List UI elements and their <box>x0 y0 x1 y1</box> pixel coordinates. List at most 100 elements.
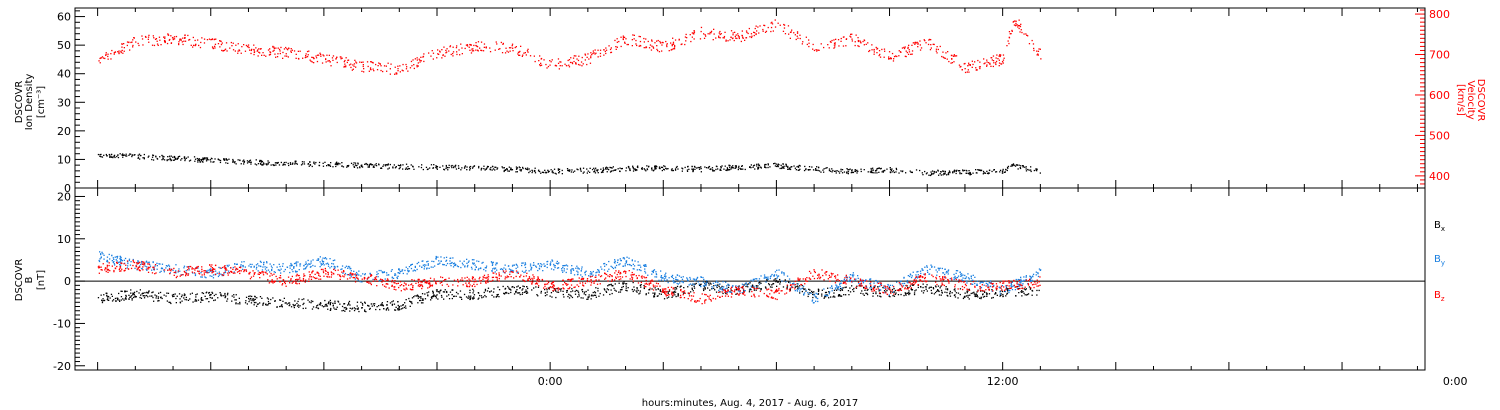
bx-point <box>443 291 446 293</box>
velocity-point <box>461 47 463 49</box>
density-point <box>129 153 132 155</box>
by-point <box>116 260 118 262</box>
by-point <box>601 268 603 270</box>
velocity-point <box>906 51 908 54</box>
bx-point <box>437 291 440 293</box>
by-point <box>654 276 656 278</box>
bx-point <box>184 298 186 301</box>
bx-point <box>109 297 111 299</box>
density-point <box>143 157 145 159</box>
bx-point <box>760 288 762 290</box>
velocity-point <box>673 43 675 45</box>
density-point <box>777 165 779 167</box>
bx-point <box>382 305 384 307</box>
by-point <box>870 278 872 280</box>
by-point <box>416 262 418 265</box>
velocity-point <box>681 43 683 45</box>
bx-point <box>497 293 499 296</box>
velocity-point <box>691 32 693 34</box>
by-point <box>553 265 555 267</box>
bx-point <box>991 297 993 299</box>
velocity-point <box>863 39 866 42</box>
velocity-point <box>126 44 128 47</box>
density-point <box>398 168 400 170</box>
velocity-point <box>291 49 293 51</box>
velocity-point <box>550 61 552 63</box>
velocity-point <box>189 38 191 41</box>
density-point <box>577 169 579 171</box>
velocity-point <box>666 43 668 45</box>
bx-point <box>704 288 706 290</box>
by-point <box>630 265 633 267</box>
velocity-point <box>789 31 792 33</box>
by-point <box>990 285 992 288</box>
by-point <box>959 271 961 273</box>
bx-point <box>159 291 162 294</box>
bz-point <box>462 279 464 281</box>
velocity-point <box>924 40 926 42</box>
bx-point <box>844 286 846 289</box>
density-point <box>168 159 170 161</box>
bx-point <box>755 289 757 291</box>
bx-point <box>817 293 819 295</box>
bx-point <box>233 296 235 298</box>
density-point <box>847 169 849 171</box>
velocity-point <box>1019 25 1022 28</box>
density-point <box>263 163 265 165</box>
density-point <box>915 169 918 171</box>
by-point <box>523 271 525 274</box>
bx-point <box>368 308 371 310</box>
bx-point <box>231 300 233 302</box>
by-point <box>612 267 615 270</box>
density-point <box>713 170 716 172</box>
velocity-point <box>350 66 352 69</box>
bx-point <box>882 286 884 289</box>
bx-point <box>252 298 255 300</box>
bx-point <box>982 294 984 296</box>
by-point <box>676 279 678 281</box>
velocity-point <box>911 50 914 52</box>
by-point <box>676 274 678 276</box>
density-point <box>797 169 799 171</box>
velocity-point <box>878 54 880 57</box>
by-point <box>129 264 132 266</box>
velocity-point <box>657 50 659 52</box>
bx-point <box>114 297 117 300</box>
bz-point <box>822 274 824 277</box>
velocity-point <box>857 39 859 42</box>
velocity-point <box>735 34 737 36</box>
velocity-point <box>295 53 297 55</box>
by-point <box>349 274 351 277</box>
velocity-point <box>220 43 223 46</box>
density-point <box>625 167 628 169</box>
by-point <box>434 265 436 267</box>
by-point <box>697 281 699 283</box>
density-point <box>555 173 557 175</box>
velocity-point <box>831 39 833 42</box>
velocity-point <box>732 32 734 34</box>
by-point <box>267 269 270 271</box>
velocity-point <box>588 58 590 60</box>
velocity-point <box>917 46 919 48</box>
density-point <box>958 170 960 172</box>
velocity-point <box>746 31 748 34</box>
density-point <box>729 165 731 167</box>
velocity-point <box>643 37 645 40</box>
bx-point <box>752 285 754 287</box>
by-point <box>494 268 496 270</box>
by-point <box>598 271 600 274</box>
bx-point <box>446 291 448 294</box>
bx-point <box>877 295 879 297</box>
density-point <box>835 170 837 172</box>
density-point <box>369 163 372 165</box>
by-point <box>99 258 101 260</box>
by-point <box>100 253 102 255</box>
density-point <box>303 161 305 163</box>
by-point <box>376 271 378 273</box>
velocity-point <box>1026 34 1028 36</box>
bx-point <box>472 292 474 294</box>
density-point <box>223 159 225 161</box>
by-point <box>887 288 889 290</box>
by-point <box>228 270 230 272</box>
density-point <box>335 165 337 168</box>
